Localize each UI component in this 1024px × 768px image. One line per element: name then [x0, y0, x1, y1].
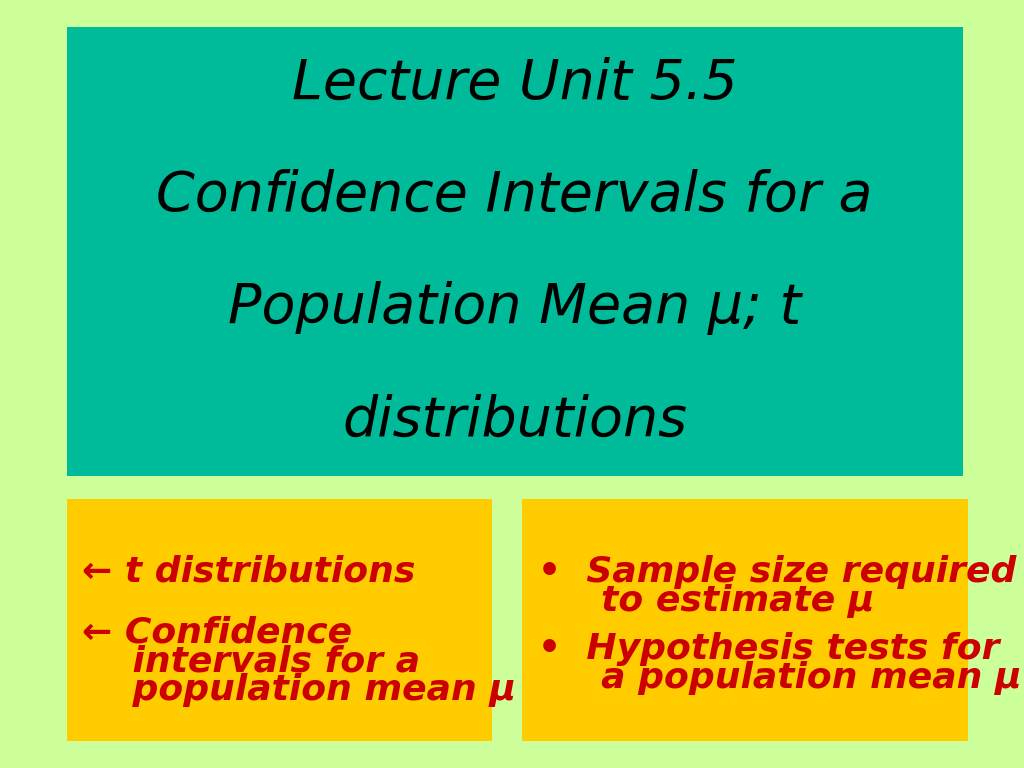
- Text: Population Mean μ; t: Population Mean μ; t: [228, 280, 801, 335]
- Text: to estimate μ: to estimate μ: [538, 584, 874, 617]
- Text: ← t distributions: ← t distributions: [82, 554, 416, 589]
- Text: intervals for a: intervals for a: [82, 644, 420, 678]
- Text: Confidence Intervals for a: Confidence Intervals for a: [157, 169, 872, 222]
- Text: •  Hypothesis tests for: • Hypothesis tests for: [538, 632, 999, 666]
- Text: distributions: distributions: [342, 393, 687, 446]
- Bar: [67, 27, 963, 476]
- Text: •  Sample size required: • Sample size required: [538, 554, 1016, 589]
- Text: ← Confidence: ← Confidence: [82, 615, 352, 649]
- Text: population mean μ: population mean μ: [82, 674, 516, 707]
- Bar: [67, 499, 492, 741]
- Text: Lecture Unit 5.5: Lecture Unit 5.5: [292, 57, 737, 110]
- Text: a population mean μ: a population mean μ: [538, 661, 1021, 695]
- Bar: [522, 499, 968, 741]
